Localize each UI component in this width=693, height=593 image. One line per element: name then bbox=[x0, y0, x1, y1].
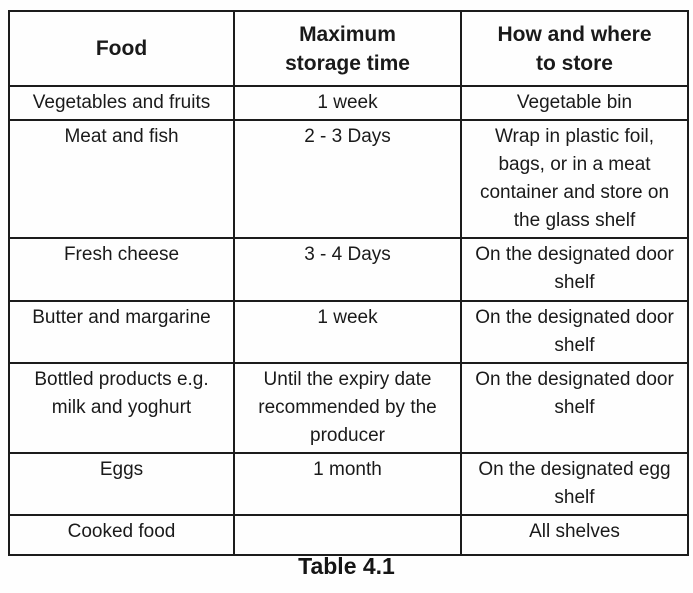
header-line: storage time bbox=[285, 51, 410, 75]
cell-food: Meat and fish bbox=[8, 119, 235, 239]
cell-how-where: On the designated door shelf bbox=[460, 237, 689, 302]
table-row: Meat and fish 2 - 3 Days Wrap in plastic… bbox=[8, 119, 689, 239]
cell-how-where: On the designated egg shelf bbox=[460, 452, 689, 516]
table-row: Butter and margarine 1 week On the desig… bbox=[8, 300, 689, 364]
cell-food: Cooked food bbox=[8, 514, 235, 556]
cell-how-where: All shelves bbox=[460, 514, 689, 556]
cell-food: Vegetables and fruits bbox=[8, 85, 235, 121]
header-line: Food bbox=[95, 37, 148, 60]
table-row: Vegetables and fruits 1 week Vegetable b… bbox=[8, 85, 689, 121]
cell-food: Fresh cheese bbox=[8, 237, 235, 302]
cell-storage-time: Until the expiry date recommended by the… bbox=[233, 362, 462, 454]
cell-food: Butter and margarine bbox=[8, 300, 235, 364]
table-row: Bottled products e.g. milk and yoghurt U… bbox=[8, 362, 689, 454]
column-header-how-where: How and where to store bbox=[460, 10, 689, 87]
table-row: Eggs 1 month On the designated egg shelf bbox=[8, 452, 689, 516]
cell-storage-time: 1 week bbox=[233, 85, 462, 121]
header-line: How and where bbox=[497, 22, 652, 46]
storage-table: Food Maximum storage time How and where … bbox=[8, 10, 689, 556]
column-header-food: Food bbox=[8, 10, 235, 87]
cell-storage-time: 3 - 4 Days bbox=[233, 237, 462, 302]
cell-how-where: Wrap in plastic foil, bags, or in a meat… bbox=[460, 119, 689, 239]
table-row: Fresh cheese 3 - 4 Days On the designate… bbox=[8, 237, 689, 302]
cell-how-where: On the designated door shelf bbox=[460, 362, 689, 454]
cell-storage-time bbox=[233, 514, 462, 556]
table-caption: Table 4.1 bbox=[298, 553, 395, 579]
cell-food: Bottled products e.g. milk and yoghurt bbox=[8, 362, 235, 454]
column-header-storage-time: Maximum storage time bbox=[233, 10, 462, 87]
cell-storage-time: 1 month bbox=[233, 452, 462, 516]
cell-storage-time: 1 week bbox=[233, 300, 462, 364]
cell-food: Eggs bbox=[8, 452, 235, 516]
header-line: Maximum bbox=[299, 22, 396, 46]
cell-storage-time: 2 - 3 Days bbox=[233, 119, 462, 239]
cell-how-where: On the designated door shelf bbox=[460, 300, 689, 364]
table-header-row: Food Maximum storage time How and where … bbox=[8, 10, 689, 87]
cell-how-where: Vegetable bin bbox=[460, 85, 689, 121]
table-row: Cooked food All shelves bbox=[8, 514, 689, 556]
header-line: to store bbox=[535, 51, 613, 75]
